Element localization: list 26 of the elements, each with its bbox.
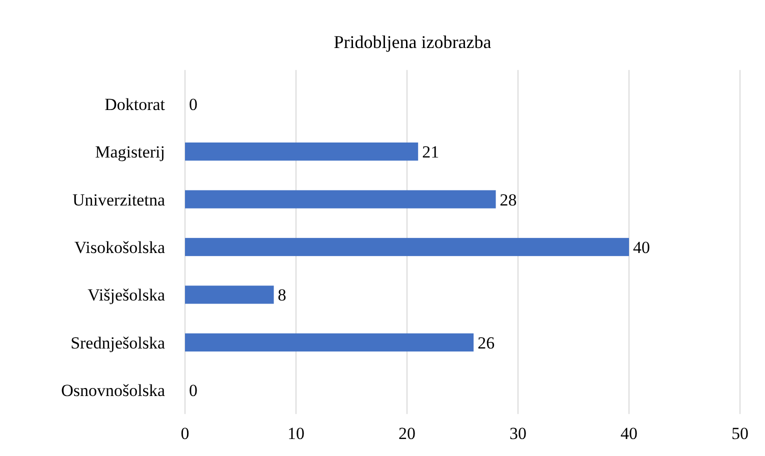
x-tick-label: 40 xyxy=(620,424,638,443)
bar xyxy=(185,142,418,161)
data-label: 21 xyxy=(422,142,440,162)
data-label: 0 xyxy=(189,94,198,114)
x-tick-label: 30 xyxy=(510,424,526,443)
bar xyxy=(185,286,274,304)
x-tick-label: 50 xyxy=(732,424,748,443)
data-label: 0 xyxy=(189,381,198,400)
bar xyxy=(185,190,496,208)
x-tick-label: 10 xyxy=(288,424,304,443)
data-label: 28 xyxy=(500,190,517,210)
data-label: 8 xyxy=(278,286,286,305)
bar xyxy=(185,238,629,256)
data-label: 26 xyxy=(478,333,495,352)
y-tick-label: Univerzitetna xyxy=(72,190,166,210)
y-tick-label: Višješolska xyxy=(88,286,166,305)
x-tick-label: 20 xyxy=(398,424,416,443)
y-tick-label: Doktorat xyxy=(104,94,166,114)
y-tick-label: Srednješolska xyxy=(70,333,166,352)
data-label: 40 xyxy=(633,238,650,257)
y-tick-label: Magisterij xyxy=(95,142,165,162)
y-tick-label: Visokošolska xyxy=(74,238,166,257)
chart-title: Pridobljena izobrazba xyxy=(334,32,492,52)
bar xyxy=(185,333,474,352)
x-tick-label: 0 xyxy=(180,424,190,443)
y-tick-label: Osnovnošolska xyxy=(61,381,166,400)
